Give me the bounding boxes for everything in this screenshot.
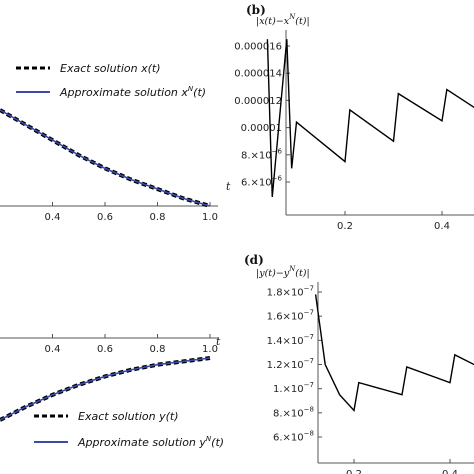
panel-a: t 0.4 0.6 0.8 1.0 Exact solution x(t) Appro… [0, 62, 231, 223]
legend-approx-y-label: Approximate solution yN(t) [77, 435, 224, 449]
panel-d-x-tick-label: 0.4 [442, 469, 458, 474]
legend-exact-x-label: Exact solution x(t) [60, 62, 161, 75]
panel-b-error-line [266, 39, 474, 198]
legend-approx-x-label: Approximate solution xN(t) [59, 85, 206, 99]
panel-a-x-tick-label: 1.0 [202, 212, 218, 223]
panel-b-title: |x(t)−xN(t)| [256, 13, 310, 27]
panel-d-y-tick-label: 1.2×10−7 [267, 357, 314, 371]
panel-a-x-tick-label: 0.8 [150, 212, 166, 223]
panel-a-x-tick-label: 0.6 [97, 212, 113, 223]
panel-d-tag: (d) [244, 253, 264, 267]
panel-c-x-tick-label: 0.4 [45, 344, 61, 355]
panel-b-y-tick-label: 0.000016 [234, 42, 282, 53]
panel-b-y-tick-label: 0.000012 [234, 96, 282, 107]
panel-b-x-tick-label: 0.4 [434, 221, 450, 232]
panel-d-y-tick-label: 6.×10−8 [273, 430, 314, 444]
panel-d-error-line [314, 294, 474, 412]
panel-d-y-tick-label: 8.×10−8 [273, 405, 314, 419]
legend-exact-y-label: Exact solution y(t) [78, 410, 179, 423]
panel-a-legend: Exact solution x(t) Approximate solution… [16, 62, 206, 99]
panel-d: (d) |y(t)−yN(t)| 1.8×10−7 1.6×10−7 1.4×10−… [244, 253, 474, 474]
panel-a-series [0, 108, 211, 208]
panel-a-x-label: t [226, 180, 231, 193]
panel-c-x-tick-label: 0.8 [150, 344, 166, 355]
panel-b-y-tick-label: 0.000014 [234, 69, 282, 80]
panel-c-series-approx-line [0, 357, 211, 421]
panel-b-y-tick-label: 6.×10−6 [241, 175, 283, 189]
panel-a-x-tick-label: 0.4 [45, 212, 61, 223]
panel-c-x-tick-label: 1.0 [202, 344, 218, 355]
panel-b: (b) |x(t)−xN(t)| 0.000016 0.000014 0.00001… [234, 3, 474, 232]
panel-c-x-label: t [216, 335, 221, 348]
panel-d-y-tick-label: 1.8×10−7 [267, 285, 314, 299]
panel-a-series-approx-line [0, 109, 211, 207]
panel-d-y-tick-label: 1.6×10−7 [267, 309, 314, 323]
panel-b-y-tick-label: 0.00001 [241, 123, 282, 134]
panel-d-y-tick-label: 1.4×10−7 [267, 333, 314, 347]
panel-d-title: |y(t)−yN(t)| [256, 265, 310, 279]
panel-c-legend: Exact solution y(t) Approximate solution… [34, 410, 224, 449]
panel-a-series-exact-line [0, 108, 211, 208]
panel-c: t 0.4 0.6 0.8 1.0 Exact solution y(t) Appro… [0, 334, 224, 449]
panel-c-x-tick-label: 0.6 [97, 344, 113, 355]
panel-d-y-tick-label: 1.×10−7 [273, 381, 314, 395]
panel-b-x-tick-label: 0.2 [337, 221, 353, 232]
panel-b-tag: (b) [246, 3, 266, 17]
panel-d-x-tick-label: 0.2 [346, 469, 362, 474]
